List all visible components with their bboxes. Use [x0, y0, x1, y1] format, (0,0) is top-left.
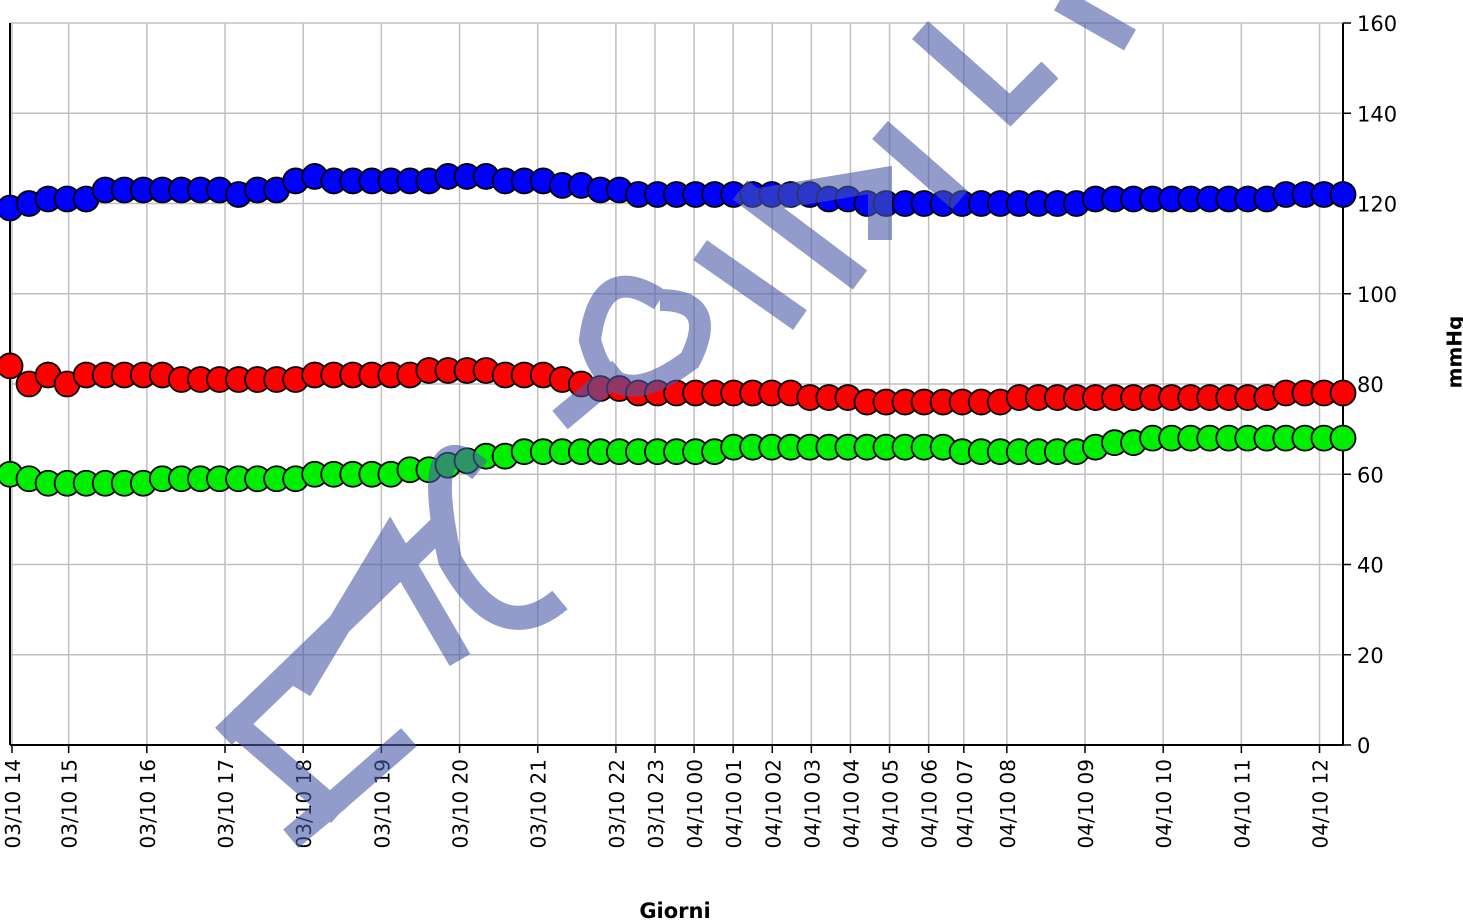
- x-tick-labels: 03/10 14 03/10 15 03/10 16 03/10 17 03/10 18…: [1, 759, 1333, 848]
- y-tick-label: 120: [1357, 193, 1397, 217]
- y-tick-label: 20: [1357, 644, 1384, 668]
- x-tick-label: 04/10 00: [683, 759, 707, 848]
- y-tick-label: 40: [1357, 554, 1384, 578]
- y-axis-label: mmHg: [1442, 315, 1463, 389]
- x-tick-label: 04/10 02: [761, 759, 785, 848]
- y-tick-label: 60: [1357, 463, 1384, 487]
- x-tick-label: 04/10 07: [953, 759, 977, 848]
- x-tick-label: 04/10 12: [1309, 759, 1333, 848]
- x-tick-label: 04/10 11: [1230, 759, 1254, 848]
- x-tick-label: 04/10 01: [722, 759, 746, 848]
- x-axis-label: Giorni: [639, 899, 710, 923]
- x-tick-label: 04/10 04: [839, 759, 863, 848]
- x-tick-label: 03/10 14: [1, 759, 25, 848]
- y-tick-label: 0: [1357, 734, 1370, 758]
- y-tick-label: 100: [1357, 283, 1397, 307]
- data-point-series-3: [1329, 424, 1357, 452]
- x-tick-label: 03/10 21: [527, 759, 551, 848]
- x-tick-label: 04/10 09: [1074, 759, 1098, 848]
- data-point-series-1: [1329, 181, 1357, 208]
- x-tick-label: 03/10 16: [136, 759, 160, 848]
- x-tick-label: 04/10 10: [1152, 759, 1176, 848]
- data-point-series-2: [1329, 379, 1357, 407]
- x-tick-label: 04/10 06: [918, 759, 942, 848]
- watermark: [215, 0, 1136, 848]
- x-tick-label: 04/10 08: [996, 759, 1020, 848]
- y-tick-labels: 0 20 40 60 80 100 120 140 160: [1357, 12, 1397, 758]
- x-tick-label: 03/10 17: [214, 759, 238, 848]
- x-tick-label: 04/10 03: [800, 759, 824, 848]
- data-point-series-2: [0, 352, 24, 380]
- x-tick-label: 03/10 22: [605, 759, 629, 848]
- x-tick-label: 04/10 05: [879, 759, 903, 848]
- x-tick-label: 03/10 20: [449, 759, 473, 848]
- y-tick-label: 140: [1357, 102, 1397, 126]
- x-tick-label: 03/10 15: [58, 759, 82, 848]
- y-tick-label: 80: [1357, 373, 1384, 397]
- x-tick-label: 03/10 23: [644, 759, 668, 848]
- y-tick-label: 160: [1357, 12, 1397, 36]
- data-points: [0, 163, 1357, 497]
